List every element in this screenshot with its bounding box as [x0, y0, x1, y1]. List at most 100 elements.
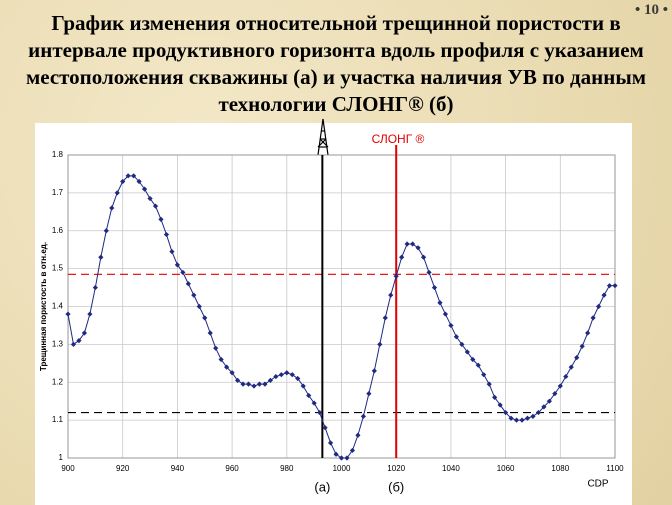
data-point: [81, 330, 88, 336]
data-point: [497, 402, 503, 408]
data-point: [262, 381, 268, 387]
x-tick-label: 1100: [606, 464, 624, 473]
data-point: [492, 394, 498, 400]
data-point: [207, 330, 213, 336]
data-point: [612, 283, 618, 289]
data-point: [519, 417, 525, 423]
x-tick-label: 1060: [497, 464, 515, 473]
data-point: [393, 273, 399, 279]
chart-background: [35, 123, 632, 505]
data-point: [481, 372, 487, 378]
data-point: [486, 381, 492, 387]
data-point: [579, 343, 585, 349]
data-point: [213, 345, 219, 351]
data-point: [322, 425, 328, 431]
data-point: [338, 455, 345, 461]
data-point: [224, 364, 230, 370]
x-tick-label: 940: [171, 464, 185, 473]
data-point: [360, 413, 366, 419]
data-point: [317, 409, 323, 416]
data-point: [437, 300, 443, 306]
data-point: [508, 415, 514, 421]
x-tick-label: 960: [225, 464, 239, 473]
data-point: [109, 205, 115, 211]
vline-label: (б): [388, 479, 404, 494]
data-point: [377, 341, 383, 347]
y-tick-label: 1.6: [52, 226, 64, 235]
page-number-text: 10: [643, 2, 659, 18]
data-point: [141, 186, 148, 192]
data-point: [563, 373, 569, 380]
data-point: [163, 231, 170, 238]
y-tick-label: 1.3: [52, 339, 64, 348]
page-number: • 10 •: [634, 2, 668, 18]
data-point: [300, 383, 306, 389]
data-point: [76, 337, 82, 344]
data-point: [382, 315, 388, 321]
data-point: [399, 254, 405, 260]
data-point: [349, 447, 356, 454]
y-tick-label: 1.7: [52, 188, 64, 197]
data-point: [448, 322, 454, 329]
data-point: [120, 178, 126, 185]
data-point: [251, 383, 257, 389]
x-axis-label: CDP: [587, 479, 608, 490]
data-point: [267, 377, 273, 383]
data-point: [388, 292, 394, 298]
data-point: [98, 254, 104, 260]
data-point: [420, 254, 427, 260]
data-point: [103, 228, 109, 234]
x-tick-label: 1020: [387, 464, 405, 473]
data-point: [513, 417, 520, 423]
data-point: [557, 383, 563, 389]
x-tick-label: 920: [116, 464, 130, 473]
data-point: [568, 364, 574, 370]
data-point: [114, 190, 120, 196]
data-point: [273, 373, 279, 380]
data-point: [174, 262, 180, 268]
data-point: [606, 283, 613, 289]
data-point: [234, 377, 241, 383]
data-point: [218, 356, 224, 363]
data-point: [152, 203, 159, 209]
y-tick-label: 1.2: [52, 377, 64, 386]
data-point: [453, 334, 459, 340]
data-point: [289, 372, 295, 378]
data-point: [196, 303, 202, 310]
data-point: [355, 432, 361, 438]
data-point: [590, 315, 596, 321]
data-point: [158, 216, 164, 222]
y-tick-label: 1.1: [52, 415, 64, 424]
annotation: СЛОНГ ®: [372, 132, 425, 146]
data-point: [459, 341, 465, 347]
data-point: [464, 349, 470, 355]
y-tick-label: 1.4: [52, 302, 64, 311]
data-point: [366, 391, 372, 397]
data-point: [256, 381, 263, 387]
y-tick-label: 1.8: [52, 150, 64, 159]
data-point: [442, 311, 449, 317]
data-point: [65, 311, 71, 317]
x-tick-label: 980: [280, 464, 294, 473]
data-point: [245, 381, 252, 387]
data-point: [470, 356, 476, 363]
slide-title: График изменения относительной трещинной…: [25, 11, 647, 116]
data-point: [503, 409, 509, 416]
data-point: [404, 241, 410, 247]
data-point: [371, 368, 377, 374]
data-point: [240, 381, 246, 387]
data-point: [585, 330, 591, 336]
x-tick-label: 1040: [442, 464, 460, 473]
data-point: [147, 195, 153, 202]
data-point: [202, 315, 208, 321]
data-point: [185, 281, 191, 287]
data-point: [426, 269, 432, 276]
data-point: [535, 409, 542, 416]
data-point: [306, 392, 312, 399]
data-point: [552, 391, 558, 397]
data-point: [180, 269, 186, 276]
data-point: [601, 292, 607, 298]
data-point: [431, 284, 438, 291]
